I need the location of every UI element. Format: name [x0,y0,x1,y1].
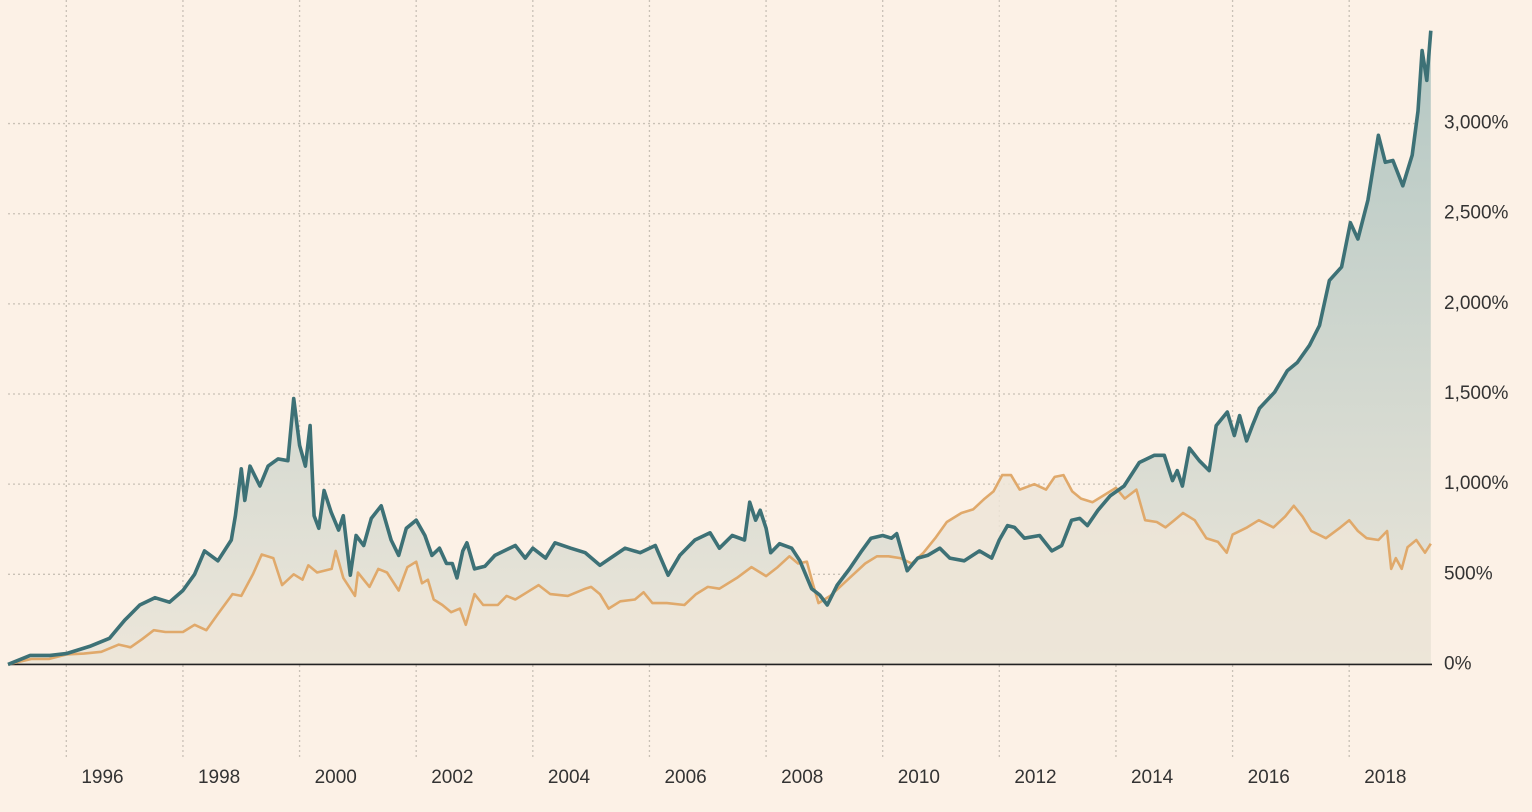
x-tick-label: 1996 [81,767,123,788]
x-tick-label: 2014 [1131,767,1174,788]
y-tick-label: 500% [1444,563,1493,584]
y-tick-label: 0% [1444,653,1472,674]
y-tick-label: 2,000% [1444,293,1509,314]
y-tick-label: 1,500% [1444,383,1509,404]
x-tick-label: 2010 [898,767,940,788]
x-tick-label: 2006 [664,767,706,788]
x-tick-label: 2000 [315,767,357,788]
x-tick-label: 1998 [198,767,240,788]
x-tick-label: 2018 [1364,767,1406,788]
x-tick-label: 2008 [781,767,823,788]
x-tick-label: 2016 [1248,767,1290,788]
y-tick-label: 2,500% [1444,203,1509,224]
y-tick-label: 3,000% [1444,113,1509,134]
line [7,30,1433,667]
x-tick-label: 2012 [1014,767,1056,788]
y-tick-label: 1,000% [1444,473,1509,494]
x-tick-label: 2002 [431,767,473,788]
area [8,475,1431,665]
x-tick-label: 2004 [548,767,591,788]
line [7,473,1432,666]
